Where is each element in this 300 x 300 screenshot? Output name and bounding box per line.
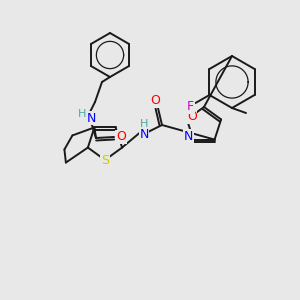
Text: H: H: [78, 109, 86, 119]
Text: N: N: [139, 128, 149, 140]
Text: O: O: [116, 130, 126, 143]
Text: O: O: [150, 94, 160, 107]
Text: N: N: [184, 130, 193, 143]
Text: F: F: [187, 100, 194, 113]
Text: S: S: [101, 154, 109, 166]
Text: O: O: [187, 110, 197, 123]
Text: N: N: [86, 112, 96, 124]
Text: H: H: [140, 119, 148, 129]
